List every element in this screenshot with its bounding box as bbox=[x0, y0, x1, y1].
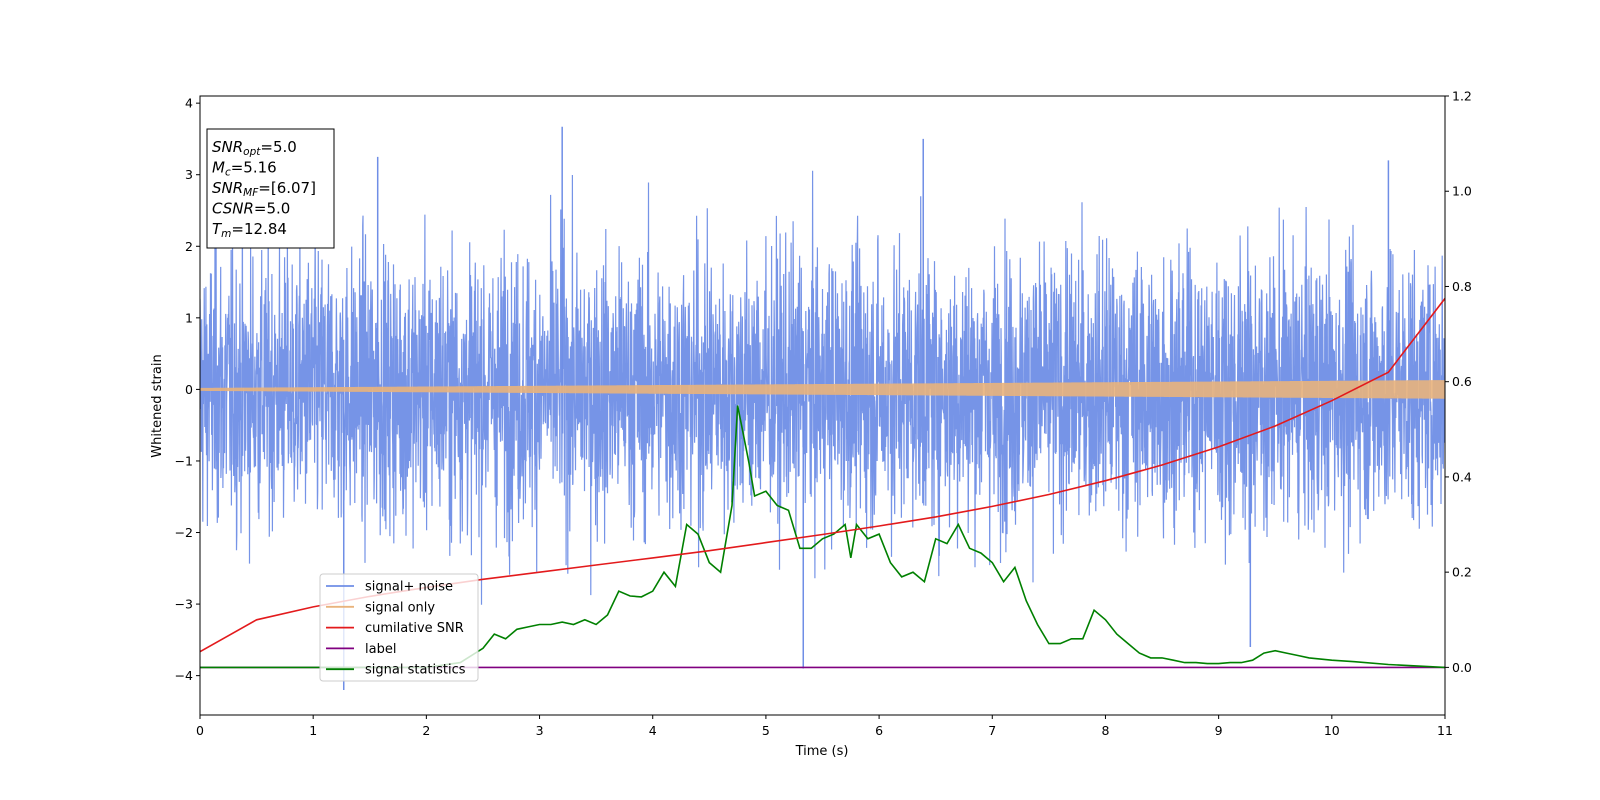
legend-entry: cumilative SNR bbox=[365, 621, 464, 636]
y-tick-label-right: 1.2 bbox=[1452, 89, 1472, 104]
legend-entry: signal statistics bbox=[365, 663, 466, 678]
signal-statistics-line bbox=[200, 405, 1445, 669]
y-axis-left: −4 −3 −2 −1 0 1 2 3 4 bbox=[175, 96, 200, 683]
y-tick-label-left: 4 bbox=[185, 96, 193, 111]
legend-entry: label bbox=[365, 642, 396, 657]
info-box-line: SNRMF=[6.07] bbox=[212, 179, 316, 199]
y-tick-label-right: 0.8 bbox=[1452, 279, 1472, 294]
x-tick-label: 9 bbox=[1215, 723, 1223, 738]
x-axis: 0 1 2 3 4 5 6 7 8 9 10 11 bbox=[196, 715, 1453, 738]
x-tick-label: 1 bbox=[309, 723, 317, 738]
y-axis-right: 0.0 0.2 0.4 0.6 0.8 1.0 1.2 bbox=[1445, 89, 1472, 675]
y-tick-label-right: 0.0 bbox=[1452, 660, 1472, 675]
x-tick-label: 11 bbox=[1437, 723, 1453, 738]
legend-frame bbox=[319, 573, 479, 682]
y-tick-label-left: −2 bbox=[175, 525, 193, 540]
x-tick-label: 10 bbox=[1324, 723, 1340, 738]
series-signal-only bbox=[200, 380, 1445, 399]
y-tick-label-left: −1 bbox=[175, 453, 193, 468]
signal-only-trace bbox=[200, 380, 1445, 399]
x-tick-label: 8 bbox=[1101, 723, 1109, 738]
info-box-line: Tm=12.84 bbox=[212, 220, 287, 240]
x-tick-label: 5 bbox=[762, 723, 770, 738]
y-tick-label-left: −3 bbox=[175, 597, 193, 612]
y-tick-label-right: 0.4 bbox=[1452, 469, 1472, 484]
y-tick-label-left: 1 bbox=[185, 310, 193, 325]
info-box-line: Mc=5.16 bbox=[212, 159, 277, 179]
signal-noise-trace bbox=[200, 170, 1445, 605]
y-tick-label-left: 0 bbox=[185, 382, 193, 397]
y-axis-label: Whitened strain bbox=[150, 354, 165, 457]
legend: signal+ noise signal only cumilative SNR la… bbox=[319, 573, 479, 682]
info-box-line: CSNR=5.0 bbox=[212, 200, 290, 218]
x-tick-label: 4 bbox=[649, 723, 657, 738]
y-tick-label-left: 2 bbox=[185, 239, 193, 254]
x-tick-label: 6 bbox=[875, 723, 883, 738]
series-signal-noise bbox=[200, 126, 1445, 690]
legend-entry: signal only bbox=[365, 600, 435, 615]
x-tick-label: 3 bbox=[536, 723, 544, 738]
x-tick-label: 2 bbox=[422, 723, 430, 738]
y-tick-label-right: 1.0 bbox=[1452, 184, 1472, 199]
y-tick-label-left: −4 bbox=[175, 668, 193, 683]
y-tick-label-right: 0.2 bbox=[1452, 565, 1472, 580]
y-tick-label-left: 3 bbox=[185, 167, 193, 182]
y-tick-label-right: 0.6 bbox=[1452, 374, 1472, 389]
x-tick-label: 0 bbox=[196, 723, 204, 738]
x-axis-label: Time (s) bbox=[795, 744, 849, 759]
plot-frame bbox=[199, 95, 1446, 716]
x-tick-label: 7 bbox=[988, 723, 996, 738]
info-box-frame bbox=[206, 128, 335, 249]
info-box-line: SNRopt=5.0 bbox=[212, 138, 297, 158]
legend-entry: signal+ noise bbox=[365, 580, 453, 595]
